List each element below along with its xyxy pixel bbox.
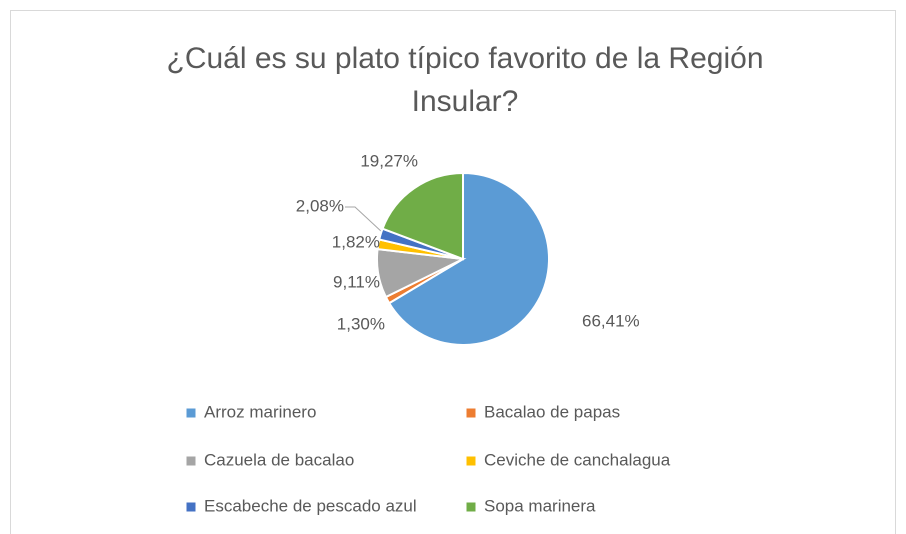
leader-line <box>345 206 384 234</box>
legend-label: Ceviche de canchalagua <box>484 450 671 469</box>
legend-label: Cazuela de bacalao <box>204 450 354 469</box>
legend-marker <box>466 502 476 512</box>
legend-label: Arroz marinero <box>204 402 316 421</box>
legend-label: Bacalao de papas <box>484 402 620 421</box>
legend-marker <box>466 456 476 466</box>
pie-slice <box>381 171 464 261</box>
legend-marker <box>186 408 196 418</box>
chart-title: Insular? <box>412 85 519 118</box>
legend-label: Sopa marinera <box>484 496 596 515</box>
data-label: 19,27% <box>360 151 418 170</box>
pie-slice <box>387 171 550 346</box>
legend-label: Escabeche de pescado azul <box>204 496 417 515</box>
data-label: 2,08% <box>296 196 344 215</box>
data-label: 1,30% <box>337 314 385 333</box>
legend-marker <box>466 408 476 418</box>
legend-marker <box>186 502 196 512</box>
data-label: 9,11% <box>333 272 380 291</box>
chart-title: ¿Cuál es su plato típico favorito de la … <box>167 42 764 75</box>
data-label: 66,41% <box>582 311 640 330</box>
legend-marker <box>186 456 196 466</box>
data-label: 1,82% <box>332 232 380 251</box>
